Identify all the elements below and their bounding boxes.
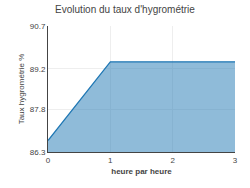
svg-text:3: 3 <box>233 156 238 165</box>
svg-text:90.7: 90.7 <box>30 22 46 31</box>
svg-text:Taux hygrométrie %: Taux hygrométrie % <box>17 54 26 125</box>
svg-text:2: 2 <box>170 156 175 165</box>
svg-text:Evolution du taux d'hygrométri: Evolution du taux d'hygrométrie <box>55 4 195 15</box>
svg-text:87.8: 87.8 <box>30 105 46 114</box>
svg-text:0: 0 <box>46 156 51 165</box>
svg-text:heure par heure: heure par heure <box>111 167 172 176</box>
svg-text:1: 1 <box>108 156 113 165</box>
svg-text:89.2: 89.2 <box>30 65 46 74</box>
svg-text:86.3: 86.3 <box>30 148 46 157</box>
